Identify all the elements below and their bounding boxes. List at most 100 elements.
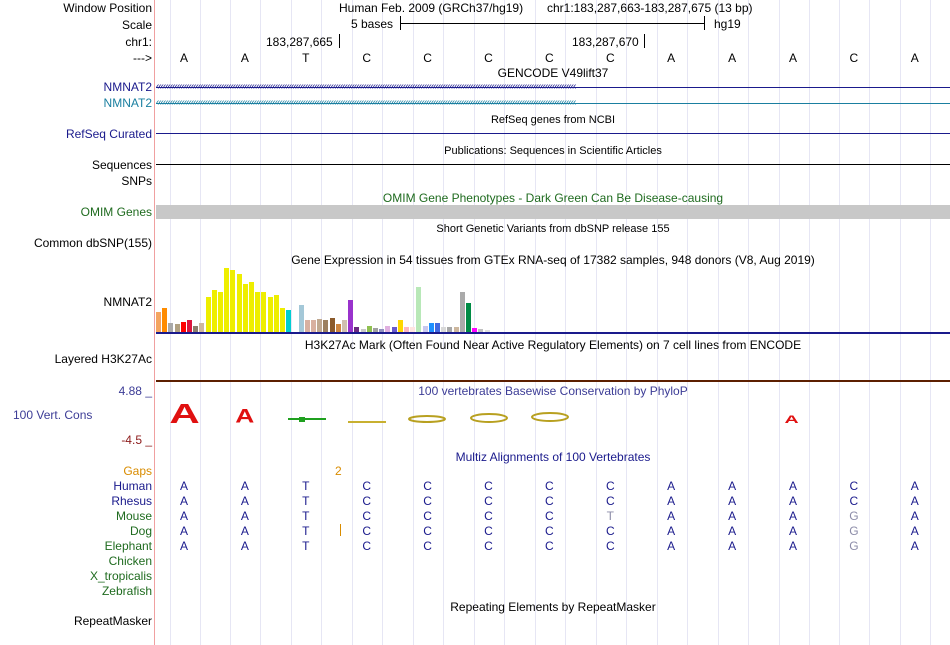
gtex-tissue-bar[interactable] (305, 320, 310, 332)
gtex-tissue-bar[interactable] (162, 308, 167, 332)
gtex-tissue-bar[interactable] (218, 292, 223, 332)
gtex-tissue-bar[interactable] (249, 282, 254, 332)
species-label-rhesus[interactable]: Rhesus (111, 494, 152, 508)
gtex-tissue-bar[interactable] (472, 328, 477, 332)
gtex-tissue-bar[interactable] (330, 318, 335, 332)
gtex-tissue-bar[interactable] (175, 324, 180, 332)
aligned-base: G (849, 539, 859, 553)
gtex-tissue-bar[interactable] (237, 274, 242, 332)
gtex-tissue-bar[interactable] (441, 327, 446, 332)
gtex-tissue-bar[interactable] (268, 297, 273, 332)
gtex-tissue-bar[interactable] (243, 284, 248, 332)
gencode-gene-label-2[interactable]: NMNAT2 (103, 96, 152, 110)
h3k27ac-title[interactable]: H3K27Ac Mark (Often Found Near Active Re… (304, 338, 802, 352)
refseq-title[interactable]: RefSeq genes from NCBI (490, 114, 616, 126)
h3k27ac-label[interactable]: Layered H3K27Ac (54, 352, 152, 366)
gtex-tissue-bar[interactable] (280, 308, 285, 332)
omim-bar[interactable] (156, 205, 950, 219)
gtex-tissue-bar[interactable] (181, 322, 186, 332)
gtex-tissue-bar[interactable] (206, 297, 211, 332)
gtex-tissue-bar[interactable] (454, 327, 459, 332)
gtex-tissue-bar[interactable] (423, 326, 428, 332)
gtex-tissue-bar[interactable] (460, 292, 465, 332)
reference-base: A (788, 51, 797, 65)
gtex-tissue-bar[interactable] (466, 303, 471, 332)
gtex-tissue-bar[interactable] (255, 292, 260, 332)
gencode-gene-track-1[interactable]: ‹‹‹‹‹‹‹‹‹‹‹‹‹‹‹‹‹‹‹‹‹‹‹‹‹‹‹‹‹‹‹‹‹‹‹‹‹‹‹‹… (156, 80, 950, 94)
publications-title[interactable]: Publications: Sequences in Scientific Ar… (444, 145, 662, 157)
gtex-tissue-bar[interactable] (317, 319, 322, 332)
refseq-label[interactable]: RefSeq Curated (65, 127, 152, 141)
gtex-tissue-bar[interactable] (361, 329, 366, 332)
aligned-base: A (788, 539, 797, 553)
gtex-tissue-bar[interactable] (323, 320, 328, 332)
gtex-tissue-bar[interactable] (311, 320, 316, 332)
gtex-tissue-bar[interactable] (435, 323, 440, 332)
species-label-chicken[interactable]: Chicken (108, 554, 152, 568)
dbsnp-label[interactable]: Common dbSNP(155) (33, 236, 152, 250)
aligned-base: A (179, 539, 188, 553)
species-label-dog[interactable]: Dog (129, 524, 152, 538)
gtex-tissue-bar[interactable] (385, 326, 390, 332)
aligned-base: C (362, 524, 372, 538)
multiz-title[interactable]: Multiz Alignments of 100 Vertebrates (455, 450, 651, 464)
gtex-tissue-bar[interactable] (156, 312, 161, 332)
gencode-gene-track-2[interactable]: ‹‹‹‹‹‹‹‹‹‹‹‹‹‹‹‹‹‹‹‹‹‹‹‹‹‹‹‹‹‹‹‹‹‹‹‹‹‹‹‹… (156, 96, 950, 110)
aligned-base: C (423, 509, 432, 523)
publications-label-snps[interactable]: SNPs (121, 174, 152, 188)
species-label-elephant[interactable]: Elephant (104, 539, 152, 553)
publications-label-sequences[interactable]: Sequences (91, 158, 152, 172)
gtex-tissue-bar[interactable] (373, 328, 378, 332)
gtex-tissue-bar[interactable] (230, 270, 235, 332)
gencode-title[interactable]: GENCODE V49lift37 (497, 66, 609, 80)
publications-line[interactable] (156, 164, 950, 165)
dbsnp-title[interactable]: Short Genetic Variants from dbSNP releas… (436, 223, 670, 235)
aligned-base: C (362, 479, 372, 493)
conservation-title[interactable]: 100 vertebrates Basewise Conservation by… (418, 384, 688, 398)
position-readout[interactable]: chr1:183,287,663-183,287,675 (13 bp) (547, 1, 753, 15)
gtex-tissue-bar[interactable] (286, 310, 291, 332)
gtex-tissue-bar[interactable] (447, 327, 452, 332)
gtex-tissue-bar[interactable] (416, 287, 421, 332)
gtex-tissue-bar[interactable] (348, 300, 353, 332)
gtex-tissue-bar[interactable] (336, 324, 341, 332)
gtex-title[interactable]: Gene Expression in 54 tissues from GTEx … (291, 253, 815, 267)
gtex-tissue-bar[interactable] (404, 327, 409, 332)
gtex-tissue-bar[interactable] (261, 292, 266, 332)
conservation-label[interactable]: 100 Vert. Cons (13, 408, 93, 422)
gtex-tissue-bar[interactable] (379, 329, 384, 332)
species-label-x_tropicalis[interactable]: X_tropicalis (89, 569, 152, 583)
gtex-tissue-bar[interactable] (212, 290, 217, 332)
gtex-gene-label[interactable]: NMNAT2 (103, 295, 152, 309)
species-label-zebrafish[interactable]: Zebrafish (101, 584, 152, 598)
species-label-human[interactable]: Human (113, 479, 152, 493)
gtex-tissue-bar[interactable] (299, 305, 304, 332)
gencode-gene-label-1[interactable]: NMNAT2 (103, 80, 152, 94)
gtex-tissue-bar[interactable] (187, 320, 192, 332)
gtex-tissue-bar[interactable] (168, 323, 173, 332)
species-label-mouse[interactable]: Mouse (115, 509, 152, 523)
aligned-base: C (545, 509, 554, 523)
gtex-tissue-bar[interactable] (398, 320, 403, 332)
gtex-tissue-bar[interactable] (410, 327, 415, 332)
conservation-logo[interactable]: A A A (156, 398, 950, 428)
gtex-tissue-bar[interactable] (224, 268, 229, 332)
gtex-tissue-bar[interactable] (485, 330, 490, 332)
gtex-tissue-bar[interactable] (392, 327, 397, 332)
refseq-gene-line[interactable] (156, 133, 950, 134)
gtex-tissue-bar[interactable] (367, 326, 372, 332)
gtex-bar-chart[interactable] (156, 268, 556, 332)
gtex-tissue-bar[interactable] (429, 323, 434, 332)
repeatmasker-label[interactable]: RepeatMasker (73, 614, 152, 628)
omim-title[interactable]: OMIM Gene Phenotypes - Dark Green Can Be… (382, 191, 724, 205)
gtex-tissue-bar[interactable] (342, 320, 347, 332)
gtex-tissue-bar[interactable] (199, 323, 204, 332)
h3k27ac-line[interactable] (156, 380, 950, 382)
gtex-tissue-bar[interactable] (274, 295, 279, 332)
gtex-tissue-bar[interactable] (478, 329, 483, 332)
gtex-tissue-bar[interactable] (193, 326, 198, 332)
repeatmasker-title[interactable]: Repeating Elements by RepeatMasker (450, 600, 656, 614)
omim-label[interactable]: OMIM Genes (80, 205, 152, 219)
gtex-tissue-bar[interactable] (354, 327, 359, 332)
assembly-label[interactable]: Human Feb. 2009 (GRCh37/hg19) (339, 1, 524, 15)
